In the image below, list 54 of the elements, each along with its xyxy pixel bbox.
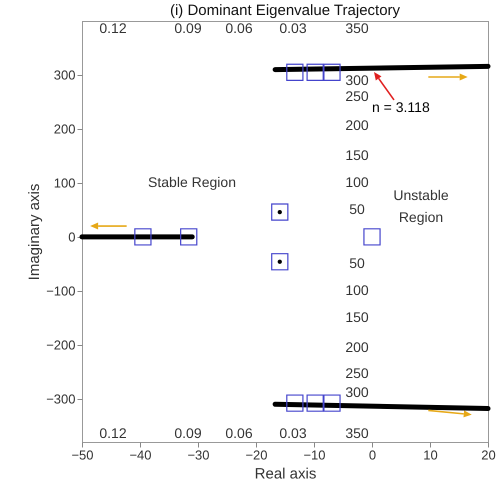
annotation: 250: [345, 88, 369, 104]
annotation: 50: [349, 255, 365, 271]
annotation: 150: [345, 309, 369, 325]
annotation: 300: [345, 72, 369, 88]
annotation: Stable Region: [148, 174, 236, 190]
point: [134, 228, 152, 246]
annotation: 50: [349, 201, 365, 217]
point: [363, 228, 381, 246]
annotation: 100: [345, 174, 369, 190]
y-tick-label: −100: [46, 283, 76, 298]
annotation: 200: [345, 117, 369, 133]
annotation: 0.03: [279, 425, 307, 441]
annotation: 0.12: [99, 20, 127, 36]
point: [271, 253, 288, 270]
x-tick-label: 20: [481, 448, 496, 462]
y-tick-label: 300: [54, 67, 76, 82]
annotation: n = 3.118: [372, 98, 430, 115]
annotation: 200: [345, 339, 369, 355]
x-tick-label: −50: [71, 448, 94, 462]
x-tick-label: −30: [187, 448, 210, 462]
y-tick-label: 200: [54, 121, 76, 136]
point: [180, 228, 198, 246]
y-tick-label: 100: [54, 175, 76, 190]
point: [271, 203, 288, 221]
x-tick-label: −20: [245, 448, 268, 462]
chart-title: (i) Dominant Eigenvalue Trajectory: [170, 2, 401, 19]
y-tick-label: 0: [68, 229, 76, 244]
x-tick-label: −10: [303, 448, 326, 462]
annotation: 0.09: [174, 425, 202, 441]
annotation: 350: [345, 425, 369, 441]
annotation: 0.12: [99, 425, 127, 441]
annotation: 0.06: [225, 425, 253, 441]
point: [286, 394, 304, 412]
x-axis-title: Real axis: [254, 466, 316, 482]
point: [306, 394, 324, 412]
annotation: 100: [345, 282, 369, 298]
x-tick-label: 10: [423, 448, 438, 462]
x-tick-label: −40: [129, 448, 152, 462]
y-tick-label: −200: [46, 337, 76, 352]
annotation: 300: [345, 384, 369, 400]
point: [323, 64, 341, 81]
annotation: 250: [345, 365, 369, 381]
annotation: 350: [345, 20, 369, 36]
x-tick-label: 0: [368, 448, 376, 462]
y-axis-title: Imaginary axis: [26, 184, 44, 280]
annotation: 0.09: [174, 20, 202, 36]
point: [286, 64, 304, 81]
annotation: Unstable Region: [393, 187, 449, 225]
point: [323, 394, 341, 412]
annotation: 0.03: [279, 20, 307, 36]
y-tick-label: −300: [46, 391, 76, 406]
annotation: 150: [345, 147, 369, 163]
annotation: 0.06: [225, 20, 253, 36]
point: [306, 64, 324, 81]
